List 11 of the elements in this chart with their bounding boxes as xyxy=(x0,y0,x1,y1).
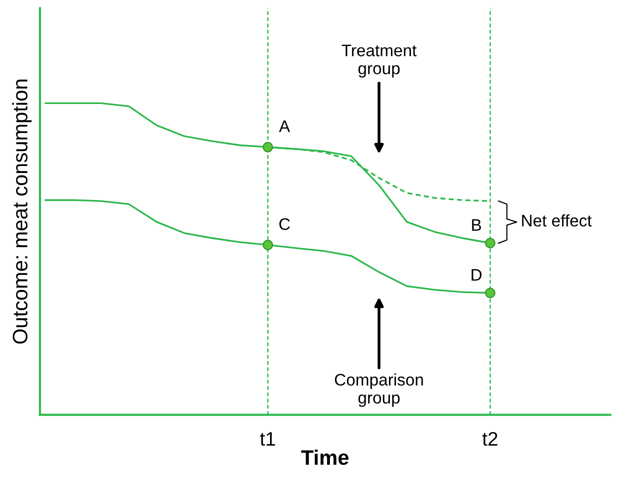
annotation: Comparison group xyxy=(334,373,423,407)
text: Net effect xyxy=(522,214,592,227)
x-tick-label: t2 xyxy=(482,432,498,446)
annotation: C xyxy=(279,218,290,230)
x-axis-title: Time xyxy=(301,450,349,465)
y-axis-title: Outcome: meat consumption xyxy=(12,80,32,344)
x-tick-label: t1 xyxy=(260,432,276,446)
annotation: D xyxy=(472,269,482,281)
text: Treatment group xyxy=(342,44,417,78)
annotation: A xyxy=(278,120,290,132)
annotation: B xyxy=(472,219,481,231)
